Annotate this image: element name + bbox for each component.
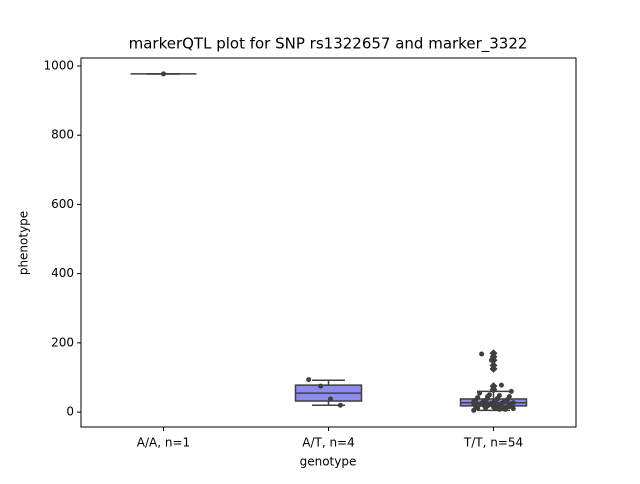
chart-title: markerQTL plot for SNP rs1322657 and mar… xyxy=(129,35,528,54)
plot-frame xyxy=(80,57,577,428)
point xyxy=(473,399,479,405)
point xyxy=(485,394,491,400)
point xyxy=(475,405,481,411)
point xyxy=(496,406,502,412)
point xyxy=(477,390,483,396)
point xyxy=(337,402,343,408)
y-tick-label: 1000 xyxy=(43,58,74,72)
y-tick-label: 200 xyxy=(51,335,74,349)
point xyxy=(318,383,324,389)
point xyxy=(161,71,166,77)
y-tick-label: 800 xyxy=(51,128,74,142)
x-tick-label: A/T, n=4 xyxy=(302,436,355,450)
point xyxy=(489,357,495,363)
point xyxy=(500,405,506,411)
point xyxy=(506,404,512,410)
point xyxy=(510,406,516,412)
x-tick-label: A/A, n=1 xyxy=(137,436,190,450)
y-tick-label: 0 xyxy=(66,405,74,419)
point xyxy=(487,401,493,407)
point xyxy=(327,396,333,402)
point xyxy=(479,351,485,357)
point xyxy=(306,377,312,383)
outlier xyxy=(489,382,498,391)
y-tick-label: 600 xyxy=(51,197,74,211)
outlier xyxy=(489,349,498,358)
y-axis-label: phenotype xyxy=(17,211,31,275)
point xyxy=(498,382,504,388)
point xyxy=(508,388,514,394)
point xyxy=(494,395,500,401)
point xyxy=(510,400,516,406)
point xyxy=(483,402,489,407)
x-axis-label: genotype xyxy=(300,455,357,469)
point xyxy=(492,403,498,409)
outlier xyxy=(489,361,498,370)
point xyxy=(504,397,510,403)
x-tick-label: T/T, n=54 xyxy=(463,436,523,450)
point xyxy=(475,395,481,401)
y-tick-label: 400 xyxy=(51,266,74,280)
